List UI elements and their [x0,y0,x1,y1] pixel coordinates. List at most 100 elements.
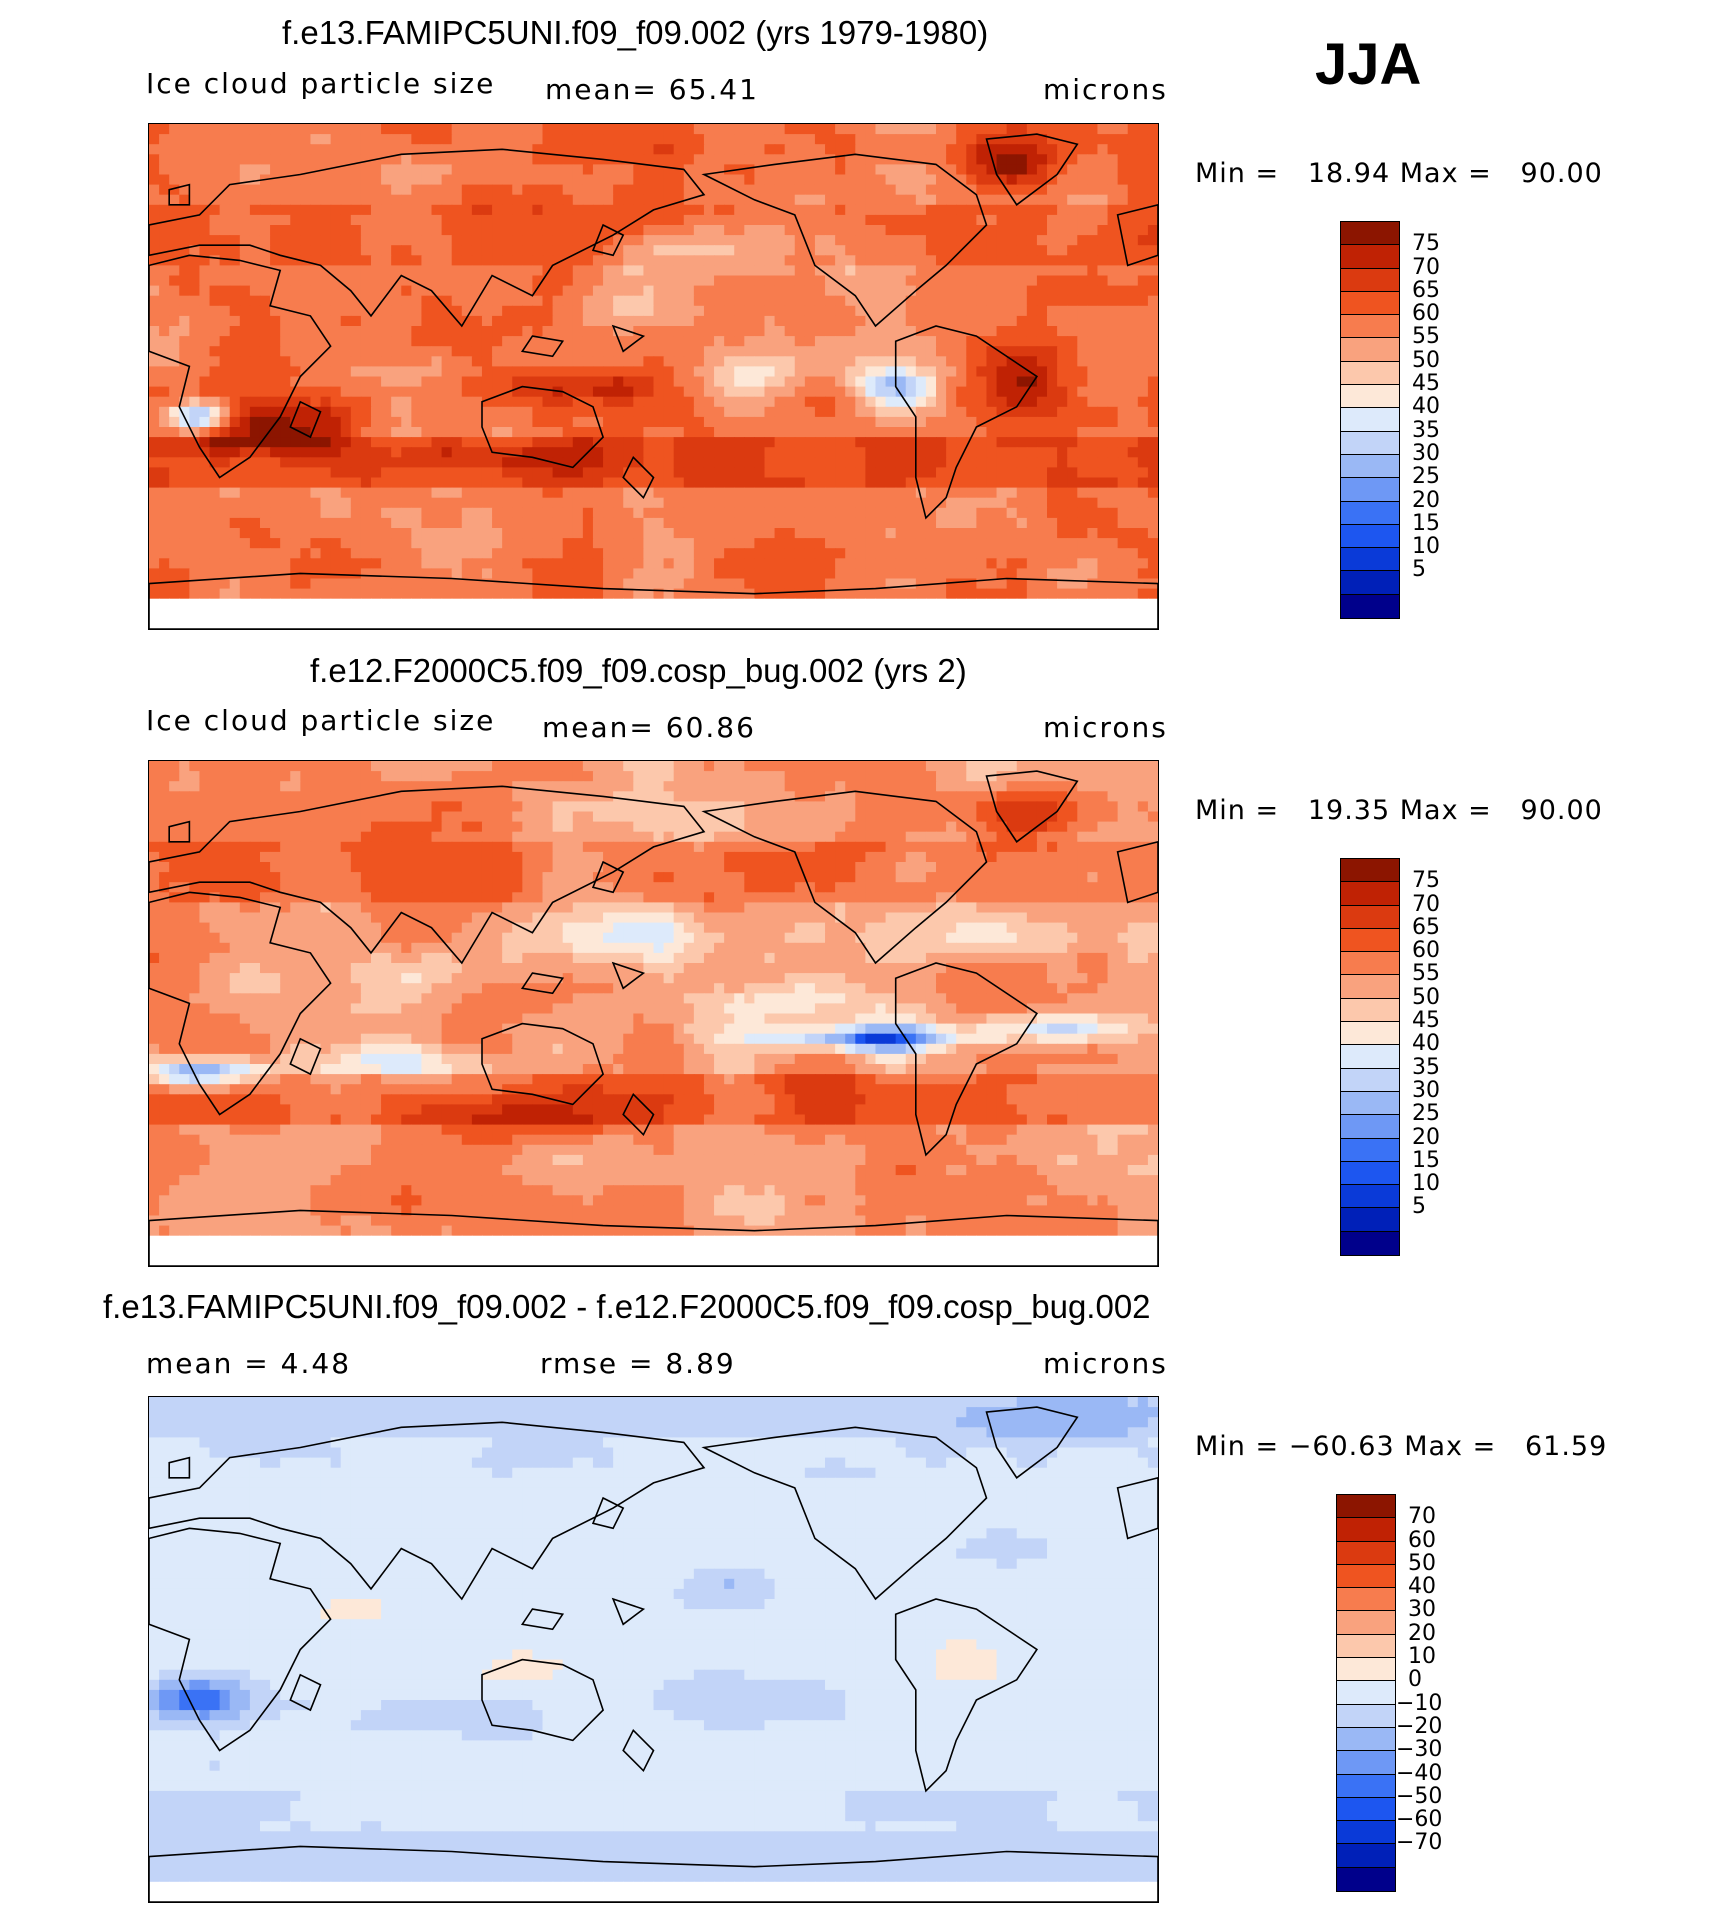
coastline [611,1597,646,1626]
colorbar-tick-label: 35 [1412,417,1440,443]
coastline [701,790,988,965]
colorbar-segment [1337,1588,1395,1612]
panel-2-colorbar [1340,858,1400,1256]
colorbar-tick-label: −20 [1396,1713,1443,1739]
colorbar-segment [1337,1611,1395,1635]
colorbar-tick-label: −70 [1396,1830,1443,1856]
panel-1-minmax: Min = 18.94 Max = 90.00 [1195,158,1603,189]
coastline [985,770,1079,843]
colorbar-segment [1341,998,1399,1023]
colorbar-segment [1341,1231,1399,1255]
colorbar-segment [1337,1541,1395,1565]
colorbar-tick-label: 20 [1412,487,1440,513]
colorbar-tick-label: 60 [1408,1527,1436,1553]
colorbar-tick-label: 40 [1412,1031,1440,1057]
panel-3-colorbar [1336,1494,1396,1892]
coastline [149,1209,1158,1266]
coastline [168,183,191,206]
colorbar-segment [1341,1138,1399,1162]
coastline [149,891,332,1116]
season-label: JJA [1315,32,1422,97]
coastline [149,572,1158,629]
panel-2-variable: Ice cloud particle size [146,704,496,737]
coastline [701,153,988,328]
coastline [520,335,565,358]
colorbar-tick-label: 20 [1408,1620,1436,1646]
map-field-svg [149,761,1158,1266]
coastline [149,1845,1158,1902]
coastline [701,1426,988,1601]
colorbar-segment [1341,501,1399,525]
colorbar-segment [1341,408,1399,432]
colorbar-segment [1337,1518,1395,1542]
colorbar-tick-label: 15 [1412,510,1440,536]
colorbar-segment [1341,571,1399,595]
colorbar-tick-label: 60 [1412,301,1440,327]
colorbar-tick-label: 55 [1412,961,1440,987]
colorbar-tick-label: 50 [1412,347,1440,373]
coastline [149,148,706,328]
coastline [289,400,322,439]
colorbar-tick-label: 55 [1412,324,1440,350]
colorbar-tick-label: 75 [1412,868,1440,894]
colorbar-tick-label: 60 [1412,938,1440,964]
colorbar-segment [1341,594,1399,618]
coastline [894,962,1039,1157]
coastline [149,1421,706,1601]
colorbar-tick-label: 35 [1412,1054,1440,1080]
colorbar-tick-label: −50 [1396,1783,1443,1809]
colorbar-tick-label: 50 [1412,984,1440,1010]
coastline [168,820,191,843]
colorbar-tick-label: 10 [1412,534,1440,560]
colorbar-segment [1337,1495,1395,1519]
coastline [481,385,605,469]
colorbar-tick-label: 15 [1412,1147,1440,1173]
colorbar-tick-label: 30 [1408,1597,1436,1623]
panel-3-minmax: Min = −60.63 Max = 61.59 [1195,1431,1608,1462]
colorbar-segment [1341,478,1399,502]
colorbar-segment [1341,1208,1399,1232]
colorbar-tick-label: −10 [1396,1690,1443,1716]
coastline [611,961,646,990]
colorbar-segment [1341,385,1399,409]
colorbar-tick-label: −60 [1396,1807,1443,1833]
map-field-svg [149,124,1158,629]
colorbar-segment [1337,1704,1395,1728]
coastline [520,972,565,995]
colorbar-tick-label: 5 [1412,557,1426,583]
panel-1-map [148,123,1159,630]
colorbar-segment [1341,291,1399,316]
coastline [289,1037,322,1076]
coastline [289,1673,322,1712]
panel-2-units: microns [1043,711,1168,744]
colorbar-tick-label: 70 [1412,891,1440,917]
coastline [481,1022,605,1106]
colorbar-tick-label: 30 [1412,440,1440,466]
panel-3-rmse: rmse = 8.89 [540,1347,736,1380]
colorbar-segment [1341,268,1399,292]
colorbar-segment [1341,361,1399,386]
coastline [591,860,625,894]
colorbar-tick-label: 50 [1408,1550,1436,1576]
panel-1-mean: mean= 65.41 [545,73,759,106]
colorbar-tick-label: 40 [1408,1574,1436,1600]
panel-3-title: f.e13.FAMIPC5UNI.f09_f09.002 - f.e12.F20… [103,1288,1151,1325]
colorbar-segment [1337,1797,1395,1822]
colorbar-segment [1337,1634,1395,1659]
colorbar-segment [1341,524,1399,549]
coastline [591,1496,625,1530]
coastline [622,1728,655,1773]
colorbar-tick-label: 65 [1412,914,1440,940]
colorbar-segment [1337,1774,1395,1798]
coastline [611,324,646,353]
panel-3-units: microns [1043,1347,1168,1380]
colorbar-segment [1341,1161,1399,1186]
panel-1-title: f.e13.FAMIPC5UNI.f09_f09.002 (yrs 1979-1… [282,14,989,51]
panel-2-minmax: Min = 19.35 Max = 90.00 [1195,795,1603,826]
panel-2-mean: mean= 60.86 [542,711,756,744]
map-field-svg [149,1397,1158,1902]
coastline [149,1527,332,1752]
colorbar-segment [1341,548,1399,572]
colorbar-tick-label: −40 [1396,1760,1443,1786]
coastline [481,1658,605,1742]
